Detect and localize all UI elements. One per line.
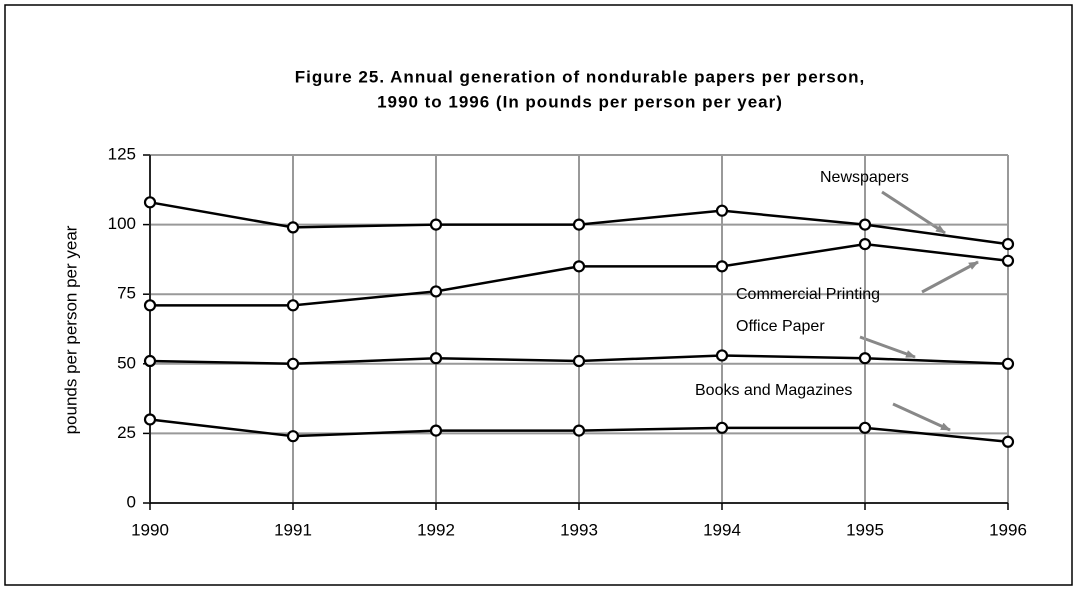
x-tick-label: 1996	[989, 520, 1027, 539]
point	[572, 424, 586, 437]
point	[143, 413, 157, 426]
point	[1001, 357, 1015, 370]
point	[715, 260, 729, 273]
point	[1001, 254, 1015, 267]
point	[858, 352, 872, 365]
point	[429, 218, 443, 231]
series-label: Newspapers	[820, 169, 909, 186]
y-tick-label: 25	[117, 423, 136, 442]
y-axis-label: pounds per person per year	[61, 225, 80, 434]
point	[286, 430, 300, 443]
point	[286, 299, 300, 312]
point	[858, 421, 872, 434]
point	[143, 354, 157, 368]
point	[429, 424, 443, 437]
point	[572, 218, 586, 231]
y-tick-label: 0	[127, 492, 136, 511]
arrows	[859, 190, 979, 432]
x-tick-label: 1993	[560, 520, 598, 539]
point	[143, 196, 157, 209]
y-tick-label: 75	[117, 284, 136, 303]
arrow	[881, 190, 946, 235]
series-label: Commercial Printing	[736, 286, 880, 303]
point	[429, 352, 443, 365]
chart-title: Figure 25. Annual generation of nondurab…	[295, 67, 865, 86]
point	[715, 204, 729, 217]
x-tick-label: 1992	[417, 520, 455, 539]
point	[429, 285, 443, 298]
arrow	[859, 335, 916, 359]
chart-title: 1990 to 1996 (In pounds per person per y…	[377, 92, 783, 111]
y-tick-label: 100	[108, 214, 136, 233]
arrow	[892, 402, 951, 432]
x-tick-label: 1991	[274, 520, 312, 539]
x-tick-label: 1995	[846, 520, 884, 539]
series-label: Office Paper	[736, 318, 825, 335]
point	[286, 357, 300, 370]
point	[143, 299, 157, 312]
point	[858, 237, 872, 251]
point	[572, 354, 586, 368]
x-tick-label: 1994	[703, 520, 741, 539]
arrow	[921, 260, 979, 294]
point	[1001, 435, 1015, 448]
y-tick-label: 50	[117, 353, 136, 372]
series-label: Books and Magazines	[695, 382, 852, 399]
point	[715, 349, 729, 362]
point	[1001, 237, 1015, 251]
point	[858, 218, 872, 231]
x-tick-label: 1990	[131, 520, 169, 539]
point	[286, 221, 300, 234]
point	[572, 260, 586, 273]
point	[715, 421, 729, 434]
y-tick-label: 125	[108, 144, 136, 163]
